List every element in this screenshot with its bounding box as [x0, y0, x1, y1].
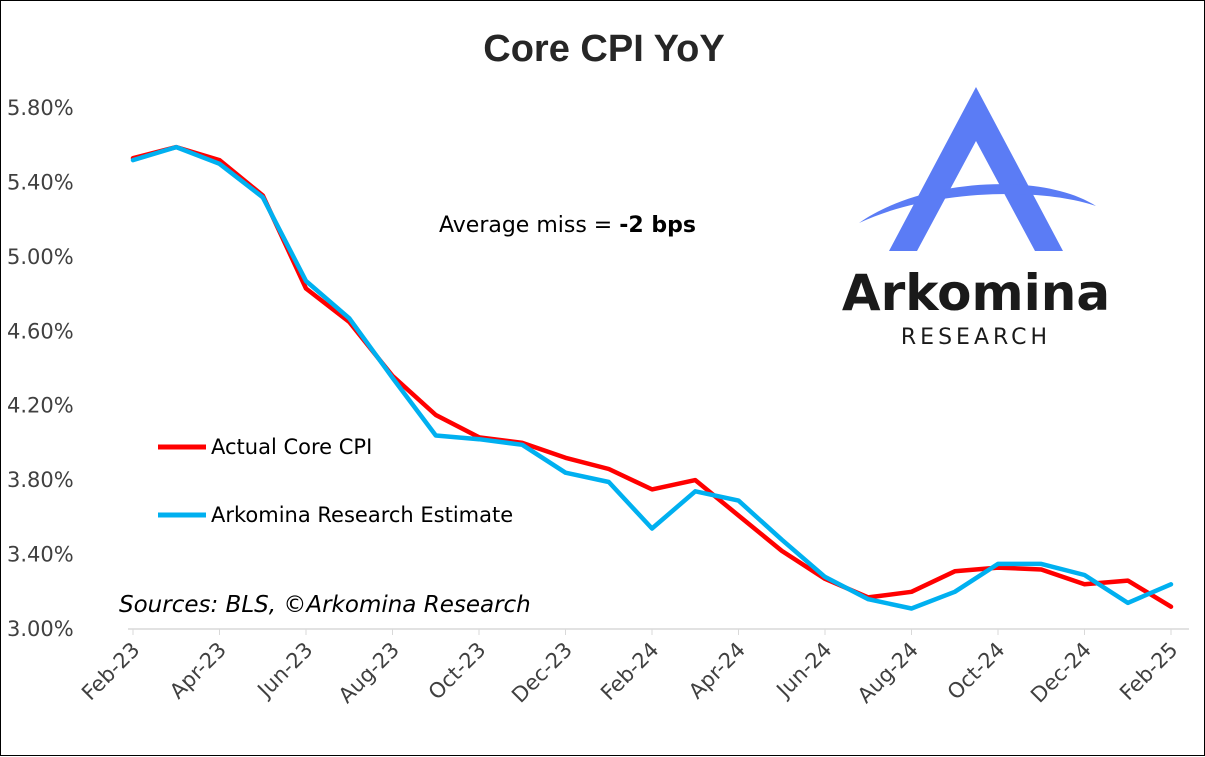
y-tick-label: 3.80% [7, 468, 74, 492]
x-tick-label: Feb-24 [596, 638, 664, 706]
series-line-arkomina-estimate [130, 144, 1174, 611]
logo-icon [859, 87, 1096, 251]
x-tick-label: Feb-25 [1115, 638, 1183, 706]
series-line-actual-core-cpi [130, 144, 1174, 609]
source-note: Sources: BLS, ©Arkomina Research [119, 592, 531, 618]
arkomina-logo: Arkomina RESEARCH [842, 87, 1110, 350]
y-tick-label: 5.00% [7, 245, 74, 269]
chart-title: Core CPI YoY [483, 28, 724, 70]
y-tick-label: 3.40% [7, 543, 74, 567]
y-axis-ticks: 5.80% 5.40% 5.00% 4.60% 4.20% 3.80% 3.40% 3.00% [7, 96, 74, 641]
average-miss-annotation: Average miss = -2 bps [439, 213, 696, 238]
y-tick-label: 5.40% [7, 170, 74, 194]
x-tick-label: Dec-23 [507, 638, 577, 708]
legend: Actual Core CPI Arkomina Research Estima… [158, 435, 513, 527]
x-tick-label: Feb-23 [77, 638, 145, 706]
logo-subtitle: RESEARCH [901, 325, 1051, 350]
y-tick-label: 5.80% [7, 96, 74, 120]
x-tick-label: Jun-24 [771, 638, 837, 704]
x-tick-label: Apr-23 [165, 638, 231, 704]
y-tick-label: 4.20% [7, 394, 74, 418]
logo-name: Arkomina [842, 264, 1110, 322]
series-layer [130, 144, 1174, 611]
y-tick-label: 3.00% [7, 617, 74, 641]
x-tick-label: Oct-23 [424, 638, 491, 705]
annotation-prefix: Average miss = [439, 213, 619, 238]
y-tick-label: 4.60% [7, 319, 74, 343]
x-tick-label: Aug-24 [853, 638, 923, 708]
legend-label-actual: Actual Core CPI [211, 435, 372, 459]
x-tick-label: Oct-24 [943, 638, 1010, 705]
x-tick-label: Dec-24 [1026, 638, 1096, 708]
x-axis-ticks: Feb-23 Apr-23 Jun-23 Aug-23 Oct-23 Dec-23 Feb-… [77, 629, 1183, 708]
x-tick-label: Aug-23 [334, 638, 404, 708]
x-tick-label: Apr-24 [684, 638, 750, 704]
annotation-value: -2 bps [619, 213, 696, 238]
legend-label-estimate: Arkomina Research Estimate [211, 503, 513, 527]
x-tick-label: Jun-23 [252, 638, 318, 704]
